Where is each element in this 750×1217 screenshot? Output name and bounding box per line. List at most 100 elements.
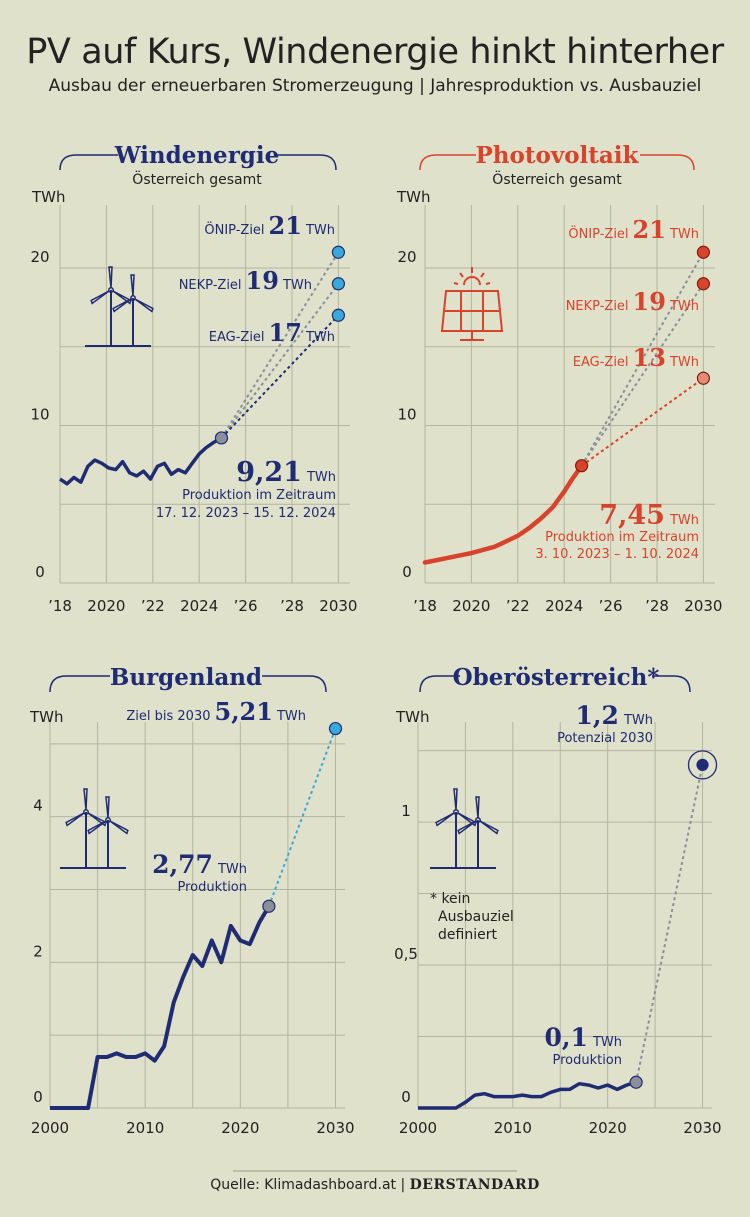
wind-x-ticks: ’18 2020 ’22 2024 ’26 ’28 2030 [48,597,357,615]
wind-target-lines [220,251,340,439]
wind-current-label: Produktion im Zeitraum [182,488,336,503]
wind-target-label-oenip: ÖNIP-Ziel 21 TWh [204,211,335,240]
pv-subtitle: Österreich gesamt [492,170,622,188]
turbine-blade-icon [87,820,107,835]
oberoesterreich-y-label: TWh [395,708,430,726]
turbine-blade-icon [475,796,480,819]
oberoesterreich-note-line-1: * kein [430,891,470,907]
main-subtitle: Ausbau der erneuerbaren Stromerzeugung |… [48,76,702,96]
burgenland-grid [49,722,345,1109]
burgenland-y-tick-label: 2 [33,942,43,960]
pv-target-point [696,245,711,259]
oberoesterreich-grid [417,722,712,1109]
oberoesterreich-production-line [418,1080,637,1110]
turbine-blade-icon [134,298,154,313]
turbine-blade-icon [83,788,88,811]
pv-x-tick-label: 2024 [545,597,583,615]
footer-source: Quelle: Klimadashboard.at [210,1177,397,1193]
oberoesterreich-note-line-2: Ausbauziel [438,909,514,925]
ooe-y-tick-label: 0 [401,1088,411,1106]
pv-y-tick-label: 20 [397,248,416,266]
pv-x-tick-label: 2030 [684,597,722,615]
burgenland-title-bracket [49,675,327,693]
burgenland-y-ticks: 0 2 4 [33,797,43,1106]
oberoesterreich-title: Oberösterreich* [453,664,660,691]
sun-ray-icon [459,272,464,278]
pv-target-markers [696,245,711,385]
burgenland-x-ticks: 2000 2010 2020 2030 [31,1119,355,1137]
burgenland-target-label: Ziel bis 2030 5,21 TWh [126,697,306,726]
wind-y-tick-label: 20 [30,248,49,266]
wind-target-markers [331,245,345,322]
pv-target-point [696,371,711,385]
burgenland-production-line [50,905,271,1110]
wind-title: Windenergie [114,142,280,169]
turbine-blade-icon [112,290,132,305]
turbine-blade-icon [65,812,85,827]
pv-x-tick-label: ’28 [645,597,669,615]
wind-target-guide [220,283,340,439]
wind-y-tick-label: 0 [35,563,45,581]
wind-title-bracket [59,154,337,171]
ooe-target-guide [635,764,704,1083]
burgenland-current-value: 2,77 TWh [152,850,247,879]
pv-x-ticks: ’18 2020 ’22 2024 ’26 ’28 2030 [413,597,722,615]
burgenland-x-tick-label: 2000 [31,1119,69,1137]
oberoesterreich-target-sublabel: Potenzial 2030 [557,731,653,746]
turbine-blade-icon [457,820,477,835]
pv-target-label-eag: EAG-Ziel 13 TWh [573,343,699,372]
sun-ray-icon [485,282,491,285]
pv-target-label-nekp: NEKP-Ziel 19 TWh [566,287,699,316]
burgenland-y-tick-label: 4 [33,797,43,815]
chart-pv: Photovoltaik Österreich gesamt TWh 0 10 20… [396,142,722,615]
oberoesterreich-turbine-icon [430,788,499,869]
wind-x-tick-label: ’26 [234,597,258,615]
burgenland-current-marker [262,899,276,913]
oberoesterreich-y-ticks: 00,51 [394,802,418,1106]
sun-ray-icon [480,272,485,278]
wind-target-point [331,277,345,291]
pv-target-lines [580,251,705,467]
chart-burgenland: Burgenland TWh 0 2 4 2000 2010 2020 2030 Ziel… [29,664,355,1137]
wind-target-point [331,245,345,259]
chart-oberoesterreich: Oberösterreich* TWh 00,51 2000 2010 2020 20… [394,664,722,1137]
oberoesterreich-title-bracket [419,675,691,693]
pv-y-tick-label: 10 [397,406,416,424]
sun-icon [463,276,481,286]
burgenland-target-guide [267,728,337,907]
wind-target-label-eag: EAG-Ziel 17 TWh [209,318,335,347]
turbine-blade-icon [105,796,110,819]
sun-ray-icon [453,282,459,285]
oberoesterreich-target-lines [635,764,704,1083]
burgenland-title: Burgenland [110,664,262,691]
wind-y-ticks: 0 10 20 [30,248,49,581]
burgenland-y-tick-label: 0 [33,1088,43,1106]
chart-wind: Windenergie Österreich gesamt TWh 01020 … [30,142,357,615]
wind-target-guide [220,314,340,439]
burgenland-x-tick-label: 2010 [126,1119,164,1137]
wind-x-tick-label: ’22 [141,597,165,615]
wind-x-tick-label: 2030 [319,597,357,615]
turbine-blade-icon [435,812,455,827]
wind-x-tick-label: 2020 [87,597,125,615]
pv-current-period: 3. 10. 2023 – 1. 10. 2024 [535,547,699,562]
burgenland-current-label: Produktion [177,880,247,895]
main-title: PV auf Kurs, Windenergie hinkt hinterher [26,32,724,72]
wind-y-tick-label: 10 [30,406,49,424]
pv-current-label: Produktion im Zeitraum [545,530,699,545]
turbine-blade-icon [87,812,107,827]
oberoesterreich-note-line-3: definiert [438,927,497,943]
turbine-blade-icon [130,274,135,297]
pv-title-bracket [419,154,695,171]
pv-target-guide [580,251,705,467]
burgenland-target-markers [328,721,343,736]
turbine-blade-icon [90,290,110,305]
ooe-x-tick-label: 2030 [683,1119,721,1137]
ooe-target-point [696,758,709,771]
wind-turbine-icon [85,266,154,347]
panel-frame-icon [440,290,504,332]
oberoesterreich-current-label: Produktion [552,1053,622,1068]
pv-target-guide [580,283,705,467]
pv-production-line [422,463,584,565]
